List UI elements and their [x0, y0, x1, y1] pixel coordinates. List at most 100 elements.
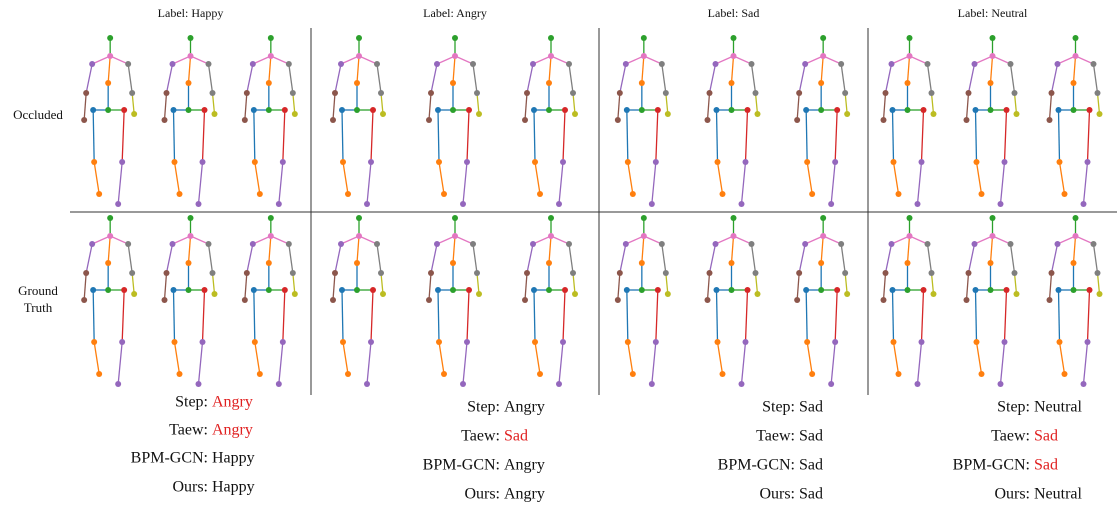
bone [268, 55, 272, 84]
joint [963, 297, 970, 303]
joint [374, 241, 380, 247]
joint [895, 371, 902, 377]
joint [546, 260, 552, 266]
joint [205, 241, 212, 247]
joint [356, 233, 362, 239]
bone [1050, 63, 1059, 94]
prediction-result: Angry [212, 394, 253, 411]
bone [625, 235, 645, 245]
bone [840, 63, 846, 94]
joint [452, 233, 458, 239]
joint [548, 233, 554, 239]
joint [187, 53, 194, 59]
joint [730, 35, 737, 41]
prediction-method: Step: [997, 399, 1030, 416]
joint [918, 339, 925, 345]
bone [524, 272, 528, 301]
bone [172, 109, 176, 163]
joint [820, 215, 827, 221]
prediction-result: Sad [799, 399, 823, 416]
skeleton [794, 215, 851, 387]
joint [640, 53, 647, 59]
bone [805, 109, 808, 163]
skeleton [880, 35, 937, 207]
joint [616, 90, 623, 96]
bone [740, 341, 747, 385]
joint [354, 107, 360, 113]
joint [450, 80, 456, 86]
joint [920, 107, 927, 113]
joint [452, 35, 458, 41]
joint [906, 35, 913, 41]
joint [476, 291, 482, 297]
joint [1072, 233, 1079, 239]
joint [1007, 241, 1014, 247]
bone [534, 161, 541, 195]
joint [370, 287, 376, 293]
skeleton [1046, 35, 1103, 207]
joint [744, 287, 751, 293]
joint [1072, 53, 1079, 59]
joint [842, 90, 849, 96]
skeleton [614, 215, 671, 387]
joint [748, 241, 755, 247]
joint [96, 371, 103, 377]
bone [252, 55, 272, 65]
joint [176, 371, 183, 377]
bone [708, 63, 717, 94]
joint [978, 191, 985, 197]
bone [1050, 243, 1059, 274]
bone [1057, 109, 1061, 163]
joint [820, 35, 827, 41]
joint [466, 107, 472, 113]
joint [638, 80, 645, 86]
joint [96, 191, 103, 197]
joint [987, 80, 994, 86]
bone [246, 63, 254, 94]
joint [285, 61, 292, 67]
bone [730, 235, 735, 264]
bone [1092, 243, 1099, 274]
joint [803, 287, 810, 293]
joint [129, 90, 136, 96]
prediction-method: BPM-GCN: [423, 457, 500, 474]
bone [550, 235, 570, 245]
bone [975, 161, 983, 195]
bone [967, 243, 976, 274]
bone [380, 272, 384, 295]
bone [572, 272, 576, 295]
joint [818, 107, 825, 113]
joint [340, 339, 346, 345]
joint [354, 80, 360, 86]
bone [974, 55, 993, 65]
bone [1082, 161, 1089, 205]
joint [368, 159, 374, 165]
bone [172, 55, 191, 65]
skeleton [1046, 215, 1103, 387]
joint [356, 35, 362, 41]
joint [426, 297, 432, 303]
skeleton [880, 215, 937, 387]
bone [270, 55, 290, 65]
joint [125, 241, 132, 247]
bone [550, 55, 570, 65]
joint [924, 241, 931, 247]
bone [91, 55, 111, 65]
joint [450, 107, 456, 113]
joint [662, 270, 669, 276]
bone [370, 289, 374, 343]
prediction-result: Sad [1034, 428, 1058, 445]
joint [354, 260, 360, 266]
bone [244, 272, 248, 301]
bone [967, 63, 976, 94]
joint [566, 61, 572, 67]
bone [83, 272, 87, 301]
bone [376, 243, 382, 274]
joint [704, 297, 711, 303]
bone [716, 161, 724, 195]
joint [265, 287, 272, 293]
joint [267, 53, 274, 59]
joint [844, 111, 851, 117]
joint [452, 215, 458, 221]
joint [1056, 339, 1063, 345]
